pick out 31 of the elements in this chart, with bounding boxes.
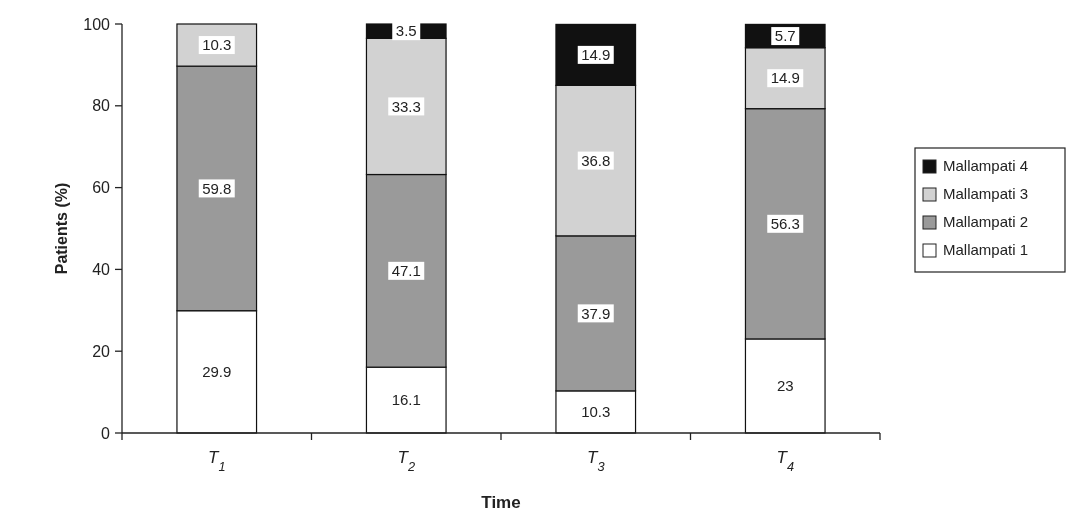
x-tick-label: T$_{1}$ xyxy=(208,448,226,474)
data-label: 47.1 xyxy=(391,262,421,280)
data-label: 5.7 xyxy=(774,27,796,45)
y-tick-label: 40 xyxy=(92,261,111,278)
legend-label: Mallampati 2 xyxy=(943,213,1029,231)
y-axis-title: Patients (%) xyxy=(53,182,70,275)
y-tick-label: 100 xyxy=(83,15,111,33)
data-label: 29.9 xyxy=(202,363,232,381)
legend-label: Mallampati 3 xyxy=(943,185,1029,203)
data-label: 59.8 xyxy=(202,179,232,197)
data-label: 14.9 xyxy=(770,69,800,87)
data-label: 10.3 xyxy=(202,36,232,54)
x-tick-label: T$_{3}$ xyxy=(587,448,605,474)
y-tick-label: 60 xyxy=(92,179,111,197)
x-tick-label: T$_{2}$ xyxy=(397,448,415,474)
y-tick-label: 0 xyxy=(101,424,111,442)
text: Mallampati 1 xyxy=(943,241,1029,259)
data-label: 23 xyxy=(776,377,794,395)
data-label: 3.5 xyxy=(395,22,417,40)
data-label: 16.1 xyxy=(391,391,421,409)
data-label: 33.3 xyxy=(391,97,421,115)
x-axis-title: Time xyxy=(481,493,521,512)
legend-label: Mallampati 4 xyxy=(943,157,1029,175)
y-tick-label: 20 xyxy=(92,342,111,360)
data-label: 56.3 xyxy=(770,215,800,233)
data-label: 36.8 xyxy=(581,151,611,169)
data-label: 10.3 xyxy=(581,403,611,421)
x-tick-label: T$_{4}$ xyxy=(776,448,794,474)
data-label: 14.9 xyxy=(581,46,611,64)
data-label: 37.9 xyxy=(581,304,611,322)
y-tick-label: 80 xyxy=(92,97,111,115)
